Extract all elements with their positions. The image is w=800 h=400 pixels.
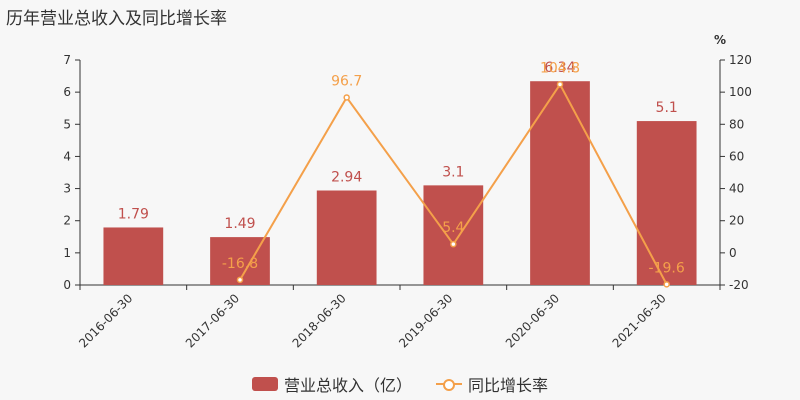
- revenue-bar: [316, 190, 377, 285]
- x-tick-label: 2016-06-30: [76, 291, 135, 350]
- revenue-bar-label: 2.94: [331, 170, 362, 186]
- legend: 营业总收入（亿） 同比增长率: [0, 372, 800, 396]
- x-tick-label: 2021-06-30: [610, 291, 669, 350]
- growth-point: [236, 276, 244, 284]
- y-right-tick-label: 40: [729, 182, 744, 196]
- legend-revenue-label: 营业总收入（亿）: [283, 376, 412, 395]
- revenue-bar: [530, 81, 590, 285]
- y-right-unit: %: [714, 33, 726, 47]
- y-left-tick-label: 1: [63, 246, 71, 260]
- revenue-bar-label: 5.1: [656, 100, 678, 116]
- y-left-tick-label: 0: [63, 278, 71, 292]
- growth-point-label: -16.8: [222, 256, 258, 272]
- growth-point: [450, 240, 457, 248]
- revenue-bar: [103, 227, 164, 285]
- legend-item-growth[interactable]: 同比增长率: [436, 372, 548, 396]
- y-right-tick-label: 0: [729, 246, 737, 260]
- growth-point-label: -19.6: [649, 260, 685, 276]
- revenue-bar-label: 1.49: [224, 216, 255, 232]
- growth-point-label: 96.7: [331, 73, 362, 89]
- y-right-tick-label: -20: [729, 278, 749, 292]
- revenue-bar-label: 3.1: [442, 164, 464, 180]
- revenue-bar: [636, 121, 697, 285]
- growth-point: [343, 94, 350, 101]
- x-tick-label: 2018-06-30: [290, 291, 349, 350]
- y-right-tick-label: 120: [729, 53, 752, 67]
- legend-growth-label: 同比增长率: [468, 376, 549, 395]
- y-right-tick-label: 100: [729, 85, 752, 99]
- growth-point-label: 104.8: [540, 60, 580, 76]
- chart-title: 历年营业总收入及同比增长率: [6, 9, 227, 29]
- y-right-tick-label: 80: [729, 117, 744, 131]
- growth-point-label: 5.4: [442, 220, 464, 236]
- x-tick-label: 2019-06-30: [396, 291, 455, 350]
- legend-item-revenue[interactable]: 营业总收入（亿）: [251, 372, 412, 396]
- y-left-tick-label: 4: [63, 149, 71, 163]
- y-left-tick-label: 5: [63, 117, 71, 131]
- legend-bar-swatch: [251, 377, 278, 391]
- revenue-bar-label: 6.34: [544, 60, 575, 76]
- x-tick-label: 2020-06-30: [503, 291, 562, 350]
- y-right-tick-label: 60: [729, 149, 744, 163]
- revenue-bar: [423, 185, 484, 285]
- growth-point: [556, 81, 564, 88]
- y-left-tick-label: 6: [63, 85, 71, 99]
- revenue-bar-label: 1.79: [118, 206, 149, 222]
- y-left-tick-label: 2: [63, 214, 71, 228]
- growth-point: [663, 281, 670, 288]
- y-right-tick-label: 20: [729, 214, 744, 228]
- y-left-tick-label: 7: [63, 53, 71, 67]
- x-tick-label: 2017-06-30: [183, 291, 242, 350]
- y-left-tick-label: 3: [63, 182, 71, 196]
- legend-line-swatch: [436, 377, 462, 391]
